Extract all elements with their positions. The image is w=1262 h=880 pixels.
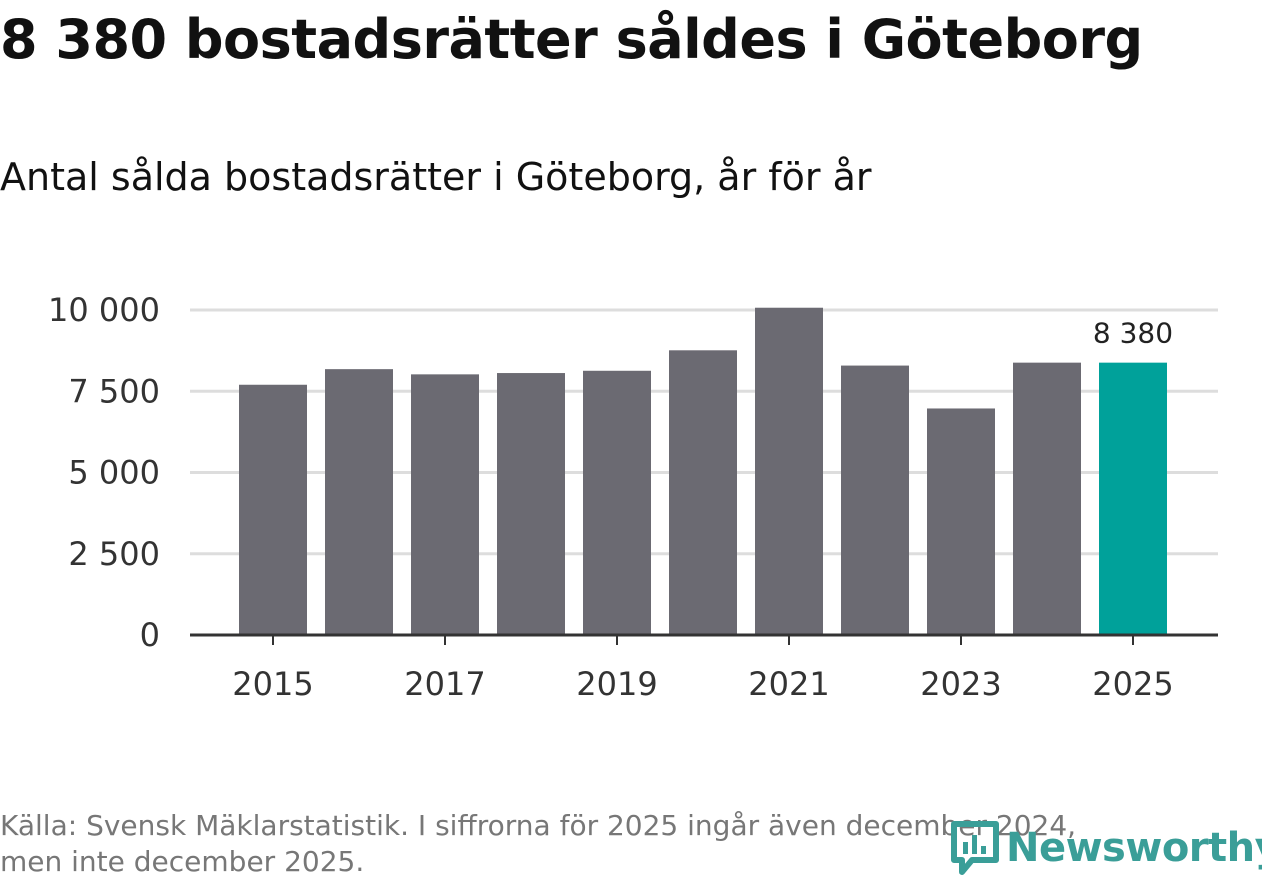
brand-name: Newsworthy xyxy=(1006,825,1262,871)
bar-chart: 0 2 500 5 000 7 500 10 000 2015 2017 2019 2021 20… xyxy=(48,291,1218,703)
bar-2025 xyxy=(1099,362,1167,635)
bar-2018 xyxy=(497,373,565,635)
source-line-2: men inte december 2025. xyxy=(0,845,365,878)
y-tick-label: 0 xyxy=(140,616,160,654)
page-title: 8 380 bostadsrätter såldes i Göteborg xyxy=(0,8,1143,71)
bar-2016 xyxy=(325,369,393,635)
newsworthy-logo-icon xyxy=(951,821,999,875)
x-tick-label: 2025 xyxy=(1092,665,1173,703)
source-line-1: Källa: Svensk Mäklarstatistik. I siffror… xyxy=(0,809,1077,842)
x-tick-label: 2023 xyxy=(920,665,1001,703)
bar-2023 xyxy=(927,408,995,635)
y-tick-label: 5 000 xyxy=(68,454,160,492)
axes xyxy=(190,633,1218,645)
bar-2022 xyxy=(841,365,909,635)
bar-2020 xyxy=(669,350,737,635)
x-tick-label: 2015 xyxy=(232,665,313,703)
bar-2015 xyxy=(239,384,307,635)
labels: 0 2 500 5 000 7 500 10 000 2015 2017 2019 2021 20… xyxy=(48,291,1174,703)
y-tick-label: 10 000 xyxy=(48,291,160,329)
bar-2024 xyxy=(1013,362,1081,635)
y-tick-label: 2 500 xyxy=(68,535,160,573)
x-tick-label: 2019 xyxy=(576,665,657,703)
y-tick-label: 7 500 xyxy=(68,372,160,410)
bars xyxy=(239,307,1167,635)
bar-2017 xyxy=(411,374,479,635)
x-tick-label: 2021 xyxy=(748,665,829,703)
data-label: 8 380 xyxy=(1093,317,1173,350)
bar-2019 xyxy=(583,370,651,635)
brand-logo: Newsworthy xyxy=(950,820,1262,876)
chart-subtitle: Antal sålda bostadsrätter i Göteborg, år… xyxy=(0,155,872,199)
bar-2021 xyxy=(755,307,823,635)
source-note: Källa: Svensk Mäklarstatistik. I siffror… xyxy=(0,808,1210,880)
x-tick-label: 2017 xyxy=(404,665,485,703)
